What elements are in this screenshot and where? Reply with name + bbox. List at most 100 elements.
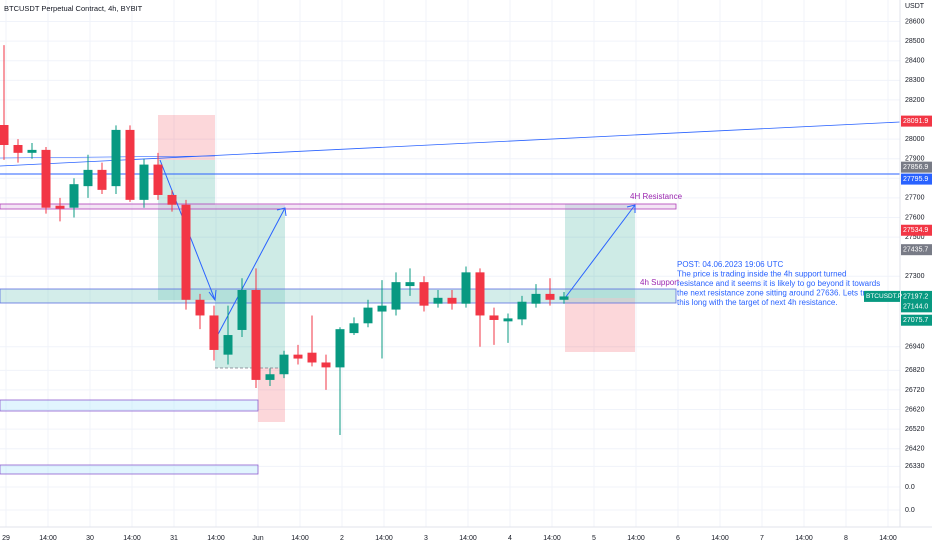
candle-body [321, 362, 331, 368]
x-tick-label: 2 [340, 535, 344, 542]
y-tick-label: 27900 [905, 156, 925, 163]
candle-body [41, 149, 51, 208]
annotation: 4h Support [640, 278, 680, 287]
candle-body [307, 352, 317, 363]
candle-body [349, 323, 359, 334]
price-badge [901, 224, 932, 236]
y-tick-label: 26720 [905, 387, 925, 394]
support-zone [0, 288, 677, 304]
x-tick-label: 14:00 [375, 535, 393, 542]
price-badge [901, 244, 932, 256]
candle-body [0, 125, 9, 145]
price-badge-label: 27197.2 [903, 293, 928, 300]
candle-body [167, 194, 177, 205]
price-badge [901, 314, 932, 326]
x-tick-label: 14:00 [123, 535, 141, 542]
candle-body [391, 282, 401, 310]
candle-body [83, 169, 93, 187]
trend-line [0, 155, 216, 159]
annotation: 4H Resistance [630, 192, 683, 201]
y-tick-label: 26940 [905, 344, 925, 351]
candle-body [209, 315, 219, 350]
y-tick-label: 27500 [905, 234, 925, 241]
x-tick-label: 3 [424, 535, 428, 542]
y-tick-label: 26820 [905, 367, 925, 374]
y-tick-label: 26620 [905, 406, 925, 413]
candle-body [195, 299, 205, 316]
y-tick-label: 28200 [905, 97, 925, 104]
symbol-label: BTCUSDT.P [866, 293, 902, 300]
short-stop-zone [158, 115, 215, 160]
candle-body [475, 272, 485, 316]
candle-body [153, 164, 163, 195]
x-tick-label: 5 [592, 535, 596, 542]
candle-body [223, 335, 233, 355]
price-badge-label: 27856.9 [903, 164, 928, 171]
price-badge-label: 27144.0 [903, 304, 928, 311]
candle-body [363, 307, 373, 324]
price-badge [901, 290, 932, 302]
price-badge [901, 161, 932, 173]
zone [0, 399, 259, 412]
y-tick-label: 28500 [905, 38, 925, 45]
x-tick-label: 14:00 [795, 535, 813, 542]
x-tick-label: 14:00 [291, 535, 309, 542]
y-tick-label: 0.0 [905, 507, 915, 514]
y-tick-label: 26520 [905, 426, 925, 433]
arrow-head [626, 204, 636, 213]
symbol-badge [864, 290, 900, 302]
candle-body [97, 169, 107, 190]
candle-body [139, 164, 149, 200]
zone [0, 464, 259, 475]
candle-body [559, 296, 569, 300]
candle-body [405, 282, 415, 287]
x-tick-label: 30 [86, 535, 94, 542]
candle-body [335, 329, 345, 368]
price-badge-label: 27435.7 [903, 247, 928, 254]
post-line: POST: 04.06.2023 19:06 UTC [677, 260, 784, 269]
price-badge-label: 27534.9 [903, 227, 928, 234]
price-badge [901, 115, 932, 127]
candle-body [419, 282, 429, 306]
x-tick-label: 14:00 [39, 535, 57, 542]
arrow-head [276, 207, 287, 217]
candle-body [125, 129, 135, 200]
y-tick-label: 27700 [905, 195, 925, 202]
candle-body [503, 318, 513, 322]
resistance-zone [0, 203, 677, 210]
candle-body [531, 293, 541, 304]
candle-body [55, 205, 65, 209]
candle-body [461, 272, 471, 304]
candle-body [13, 144, 23, 153]
candle-body [433, 297, 443, 304]
x-tick-label: 14:00 [207, 535, 225, 542]
x-tick-label: 29 [2, 535, 10, 542]
arrow [214, 207, 286, 341]
arrow [564, 204, 636, 299]
y-tick-label: 27300 [905, 273, 925, 280]
y-tick-label: 28000 [905, 136, 925, 143]
x-tick-label: Jun [252, 535, 263, 542]
candle-body [181, 204, 191, 300]
price-badge [901, 173, 932, 185]
x-tick-label: 14:00 [711, 535, 729, 542]
x-tick-label: 14:00 [627, 535, 645, 542]
price-badge-label: 28091.9 [903, 118, 928, 125]
y-tick-label: 26420 [905, 446, 925, 453]
y-tick-label: 28400 [905, 58, 925, 65]
x-tick-label: 14:00 [879, 535, 897, 542]
trend-line [0, 121, 901, 167]
price-badge [901, 301, 932, 313]
long-stop-zone [565, 298, 635, 352]
x-tick-label: 14:00 [459, 535, 477, 542]
x-tick-label: 8 [844, 535, 848, 542]
candle-body [111, 129, 121, 187]
candle-body [265, 374, 275, 380]
y-tick-label: 0.0 [905, 484, 915, 491]
price-badge-label: 27795.9 [903, 176, 928, 183]
candle-body [517, 301, 527, 320]
candle-body [27, 149, 37, 153]
candle-body [489, 315, 499, 320]
